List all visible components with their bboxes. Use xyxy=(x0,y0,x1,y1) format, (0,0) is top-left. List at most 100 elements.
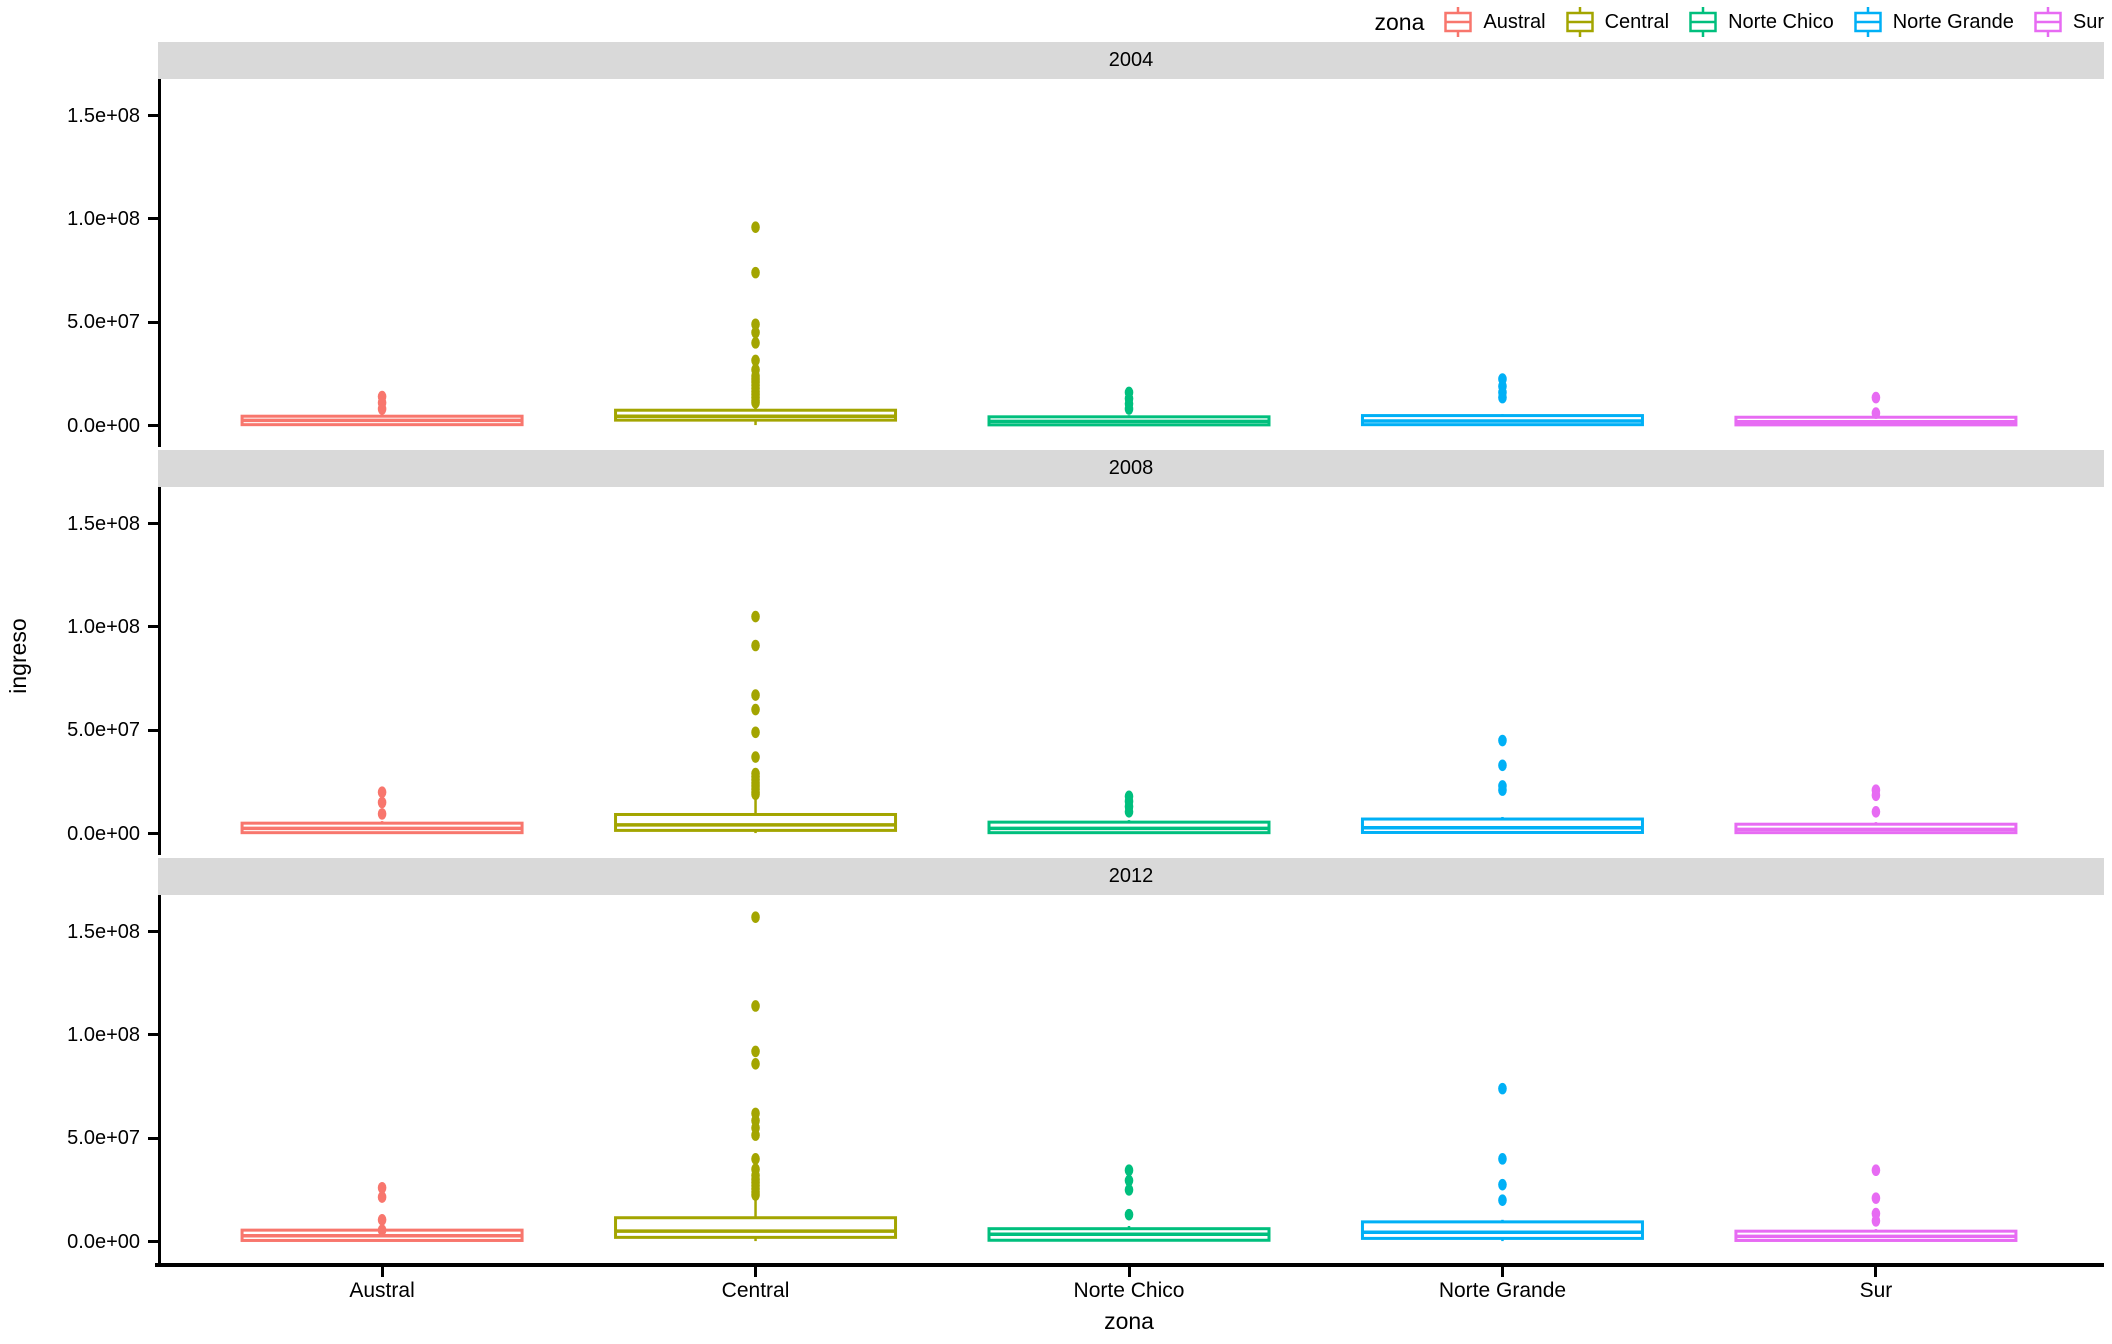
legend-item-norte-chico: Norte Chico xyxy=(1685,4,1834,40)
outlier-point xyxy=(751,726,760,739)
facet-row: 1.5e+08 1.0e+08 5.0e+07 0.0e+00 xyxy=(0,79,2104,447)
facet-2008: 2008 1.5e+08 1.0e+08 5.0e+07 0.0e+00 xyxy=(0,450,2104,855)
y-axis-gutter: 1.5e+08 1.0e+08 5.0e+07 0.0e+00 xyxy=(0,895,158,1263)
outlier-point xyxy=(1871,789,1881,802)
facet-2012: 2012 1.5e+08 1.0e+08 5.0e+07 0.0e+00 xyxy=(0,858,2104,1263)
boxplot-2004-norte-grande xyxy=(1360,373,1644,427)
outlier-point xyxy=(1871,806,1881,818)
outlier-point xyxy=(1871,407,1881,419)
y-tick-label: 1.0e+08 xyxy=(67,615,140,638)
x-axis-title: zona xyxy=(1104,1308,1154,1334)
boxplot-2008-central xyxy=(614,610,898,834)
x-tick-mark xyxy=(1127,1267,1131,1277)
y-tick-mark xyxy=(148,728,158,732)
y-tick-label: 1.5e+08 xyxy=(67,512,140,535)
outlier-point xyxy=(751,1189,760,1201)
outlier-point xyxy=(751,1000,760,1012)
outlier-point xyxy=(751,337,760,349)
outlier-point xyxy=(751,788,760,801)
x-tick-mark xyxy=(754,1267,758,1277)
outlier-point xyxy=(1498,759,1507,772)
boxplot-2008-austral xyxy=(240,786,524,835)
y-axis-line xyxy=(158,487,161,855)
outlier-point xyxy=(1124,403,1134,415)
y-tick-mark xyxy=(148,1240,158,1243)
y-tick-mark xyxy=(148,424,158,427)
panel-2004 xyxy=(158,79,2100,447)
outlier-point xyxy=(751,396,760,409)
legend-title: zona xyxy=(1374,8,1425,35)
y-tick-mark xyxy=(148,217,158,221)
boxplot-key-icon xyxy=(1444,7,1473,37)
boxplot-2004-norte-chico xyxy=(987,386,1271,427)
y-tick-mark xyxy=(148,320,158,324)
y-axis-line xyxy=(158,79,161,447)
box xyxy=(1360,817,1644,834)
boxplot-2004-austral xyxy=(240,390,524,427)
outlier-point xyxy=(377,1181,387,1194)
outlier-point xyxy=(1498,391,1507,404)
x-tick-label-central: Central xyxy=(721,1279,790,1302)
outlier-point xyxy=(751,639,760,652)
outlier-point xyxy=(377,808,387,820)
outlier-point xyxy=(1498,1178,1507,1191)
y-tick-label: 5.0e+07 xyxy=(67,719,140,742)
facet-container: 2004 1.5e+08 1.0e+08 5.0e+07 0.0e+00 2008 1… xyxy=(0,42,2104,1266)
y-tick-label: 5.0e+07 xyxy=(67,1127,140,1150)
legend-item-label: Sur xyxy=(2072,10,2104,33)
plot-area-2012 xyxy=(158,895,2018,1263)
outlier-point xyxy=(1871,391,1881,404)
box xyxy=(1360,1220,1644,1240)
outlier-point xyxy=(1498,1153,1507,1165)
y-axis-gutter: 1.5e+08 1.0e+08 5.0e+07 0.0e+00 xyxy=(0,79,158,447)
legend-item-central: Central xyxy=(1562,4,1669,40)
boxplot-key-icon xyxy=(1853,7,1882,37)
y-tick-mark xyxy=(148,1033,158,1037)
boxplot-2008-norte-chico xyxy=(987,790,1271,835)
y-tick-label: 5.0e+07 xyxy=(67,311,140,334)
outlier-point xyxy=(1124,1208,1134,1221)
legend-item-label: Norte Chico xyxy=(1728,10,1834,33)
facet-strip: 2008 xyxy=(158,450,2104,487)
y-tick-mark xyxy=(148,930,158,934)
legend-item-label: Norte Grande xyxy=(1892,10,2014,33)
outlier-point xyxy=(751,610,760,623)
outlier-point xyxy=(751,318,760,331)
outlier-point xyxy=(751,689,760,701)
y-tick-label: 1.0e+08 xyxy=(67,207,140,230)
outlier-point xyxy=(1871,1215,1881,1227)
outlier-point xyxy=(751,751,760,763)
facet-row: 1.5e+08 1.0e+08 5.0e+07 0.0e+00 xyxy=(0,487,2104,855)
facet-strip: 2012 xyxy=(158,858,2104,895)
boxplot-2004-central xyxy=(614,221,898,426)
boxplot-2008-sur xyxy=(1734,784,2018,835)
y-tick-mark xyxy=(148,114,158,118)
y-tick-mark xyxy=(148,625,158,629)
outlier-point xyxy=(751,266,760,279)
outlier-point xyxy=(1498,784,1507,796)
outlier-point xyxy=(751,354,760,367)
y-tick-label: 1.0e+08 xyxy=(67,1023,140,1046)
outlier-point xyxy=(1498,734,1507,747)
x-tick-label-austral: Austral xyxy=(349,1279,415,1302)
panel-2012 xyxy=(158,895,2100,1263)
legend-item-austral: Austral xyxy=(1440,4,1546,40)
x-tick-label-norte-chico: Norte Chico xyxy=(1073,1279,1185,1302)
outlier-point xyxy=(751,1058,760,1070)
plot-area-2008 xyxy=(158,487,2018,855)
x-tick-mark xyxy=(1874,1267,1878,1277)
outlier-point xyxy=(1871,1164,1881,1177)
boxplot-key-icon xyxy=(2034,7,2062,37)
outlier-point xyxy=(377,1224,387,1236)
legend-item-norte-grande: Norte Grande xyxy=(1850,4,2014,40)
legend: zona Austral Central Norte Chico Norte Gran… xyxy=(1374,2,2104,42)
legend-items: Austral Central Norte Chico Norte Grande Sur xyxy=(1440,4,2104,40)
outlier-point xyxy=(1124,1164,1134,1177)
outlier-point xyxy=(377,1191,387,1203)
y-tick-label: 1.5e+08 xyxy=(67,920,140,943)
x-tick-mark xyxy=(1500,1267,1504,1277)
plot-area-2004 xyxy=(158,79,2018,447)
outlier-point xyxy=(751,221,760,233)
boxplot-2004-sur xyxy=(1734,391,2018,427)
